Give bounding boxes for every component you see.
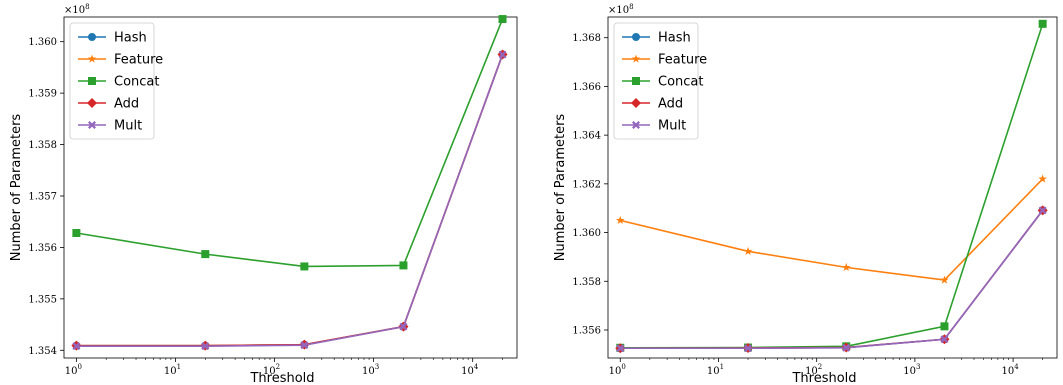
series-line-feature — [620, 178, 1044, 281]
x-tick-label: 101 — [164, 363, 181, 377]
y-tick-label: 1.368 — [572, 33, 601, 44]
y-tick-label: 1.357 — [28, 191, 57, 202]
legend-marker-concat — [632, 77, 640, 85]
legend-label-feature: Feature — [658, 53, 707, 68]
series-line-mult — [620, 209, 1044, 350]
y-tick-label: 1.356 — [28, 243, 57, 254]
y-tick-label: 1.358 — [28, 140, 57, 151]
y-tick-label: 1.366 — [572, 82, 601, 93]
legend: Hash Feature Concat Add Mult — [613, 22, 707, 140]
data-point-mult — [201, 342, 210, 351]
data-point-mult — [399, 322, 408, 331]
y-tick-label: 1.359 — [28, 89, 57, 100]
chart-panel-2: 100 101 102 103 104 1.356 1.358 1.360 1.362 1.364… — [553, 3, 1058, 385]
data-point-feature — [743, 246, 753, 255]
data-point-concat — [201, 250, 210, 259]
legend-label-mult: Mult — [114, 119, 142, 134]
plot-frame — [607, 16, 1058, 359]
legend-marker-hash — [632, 33, 640, 41]
data-point-mult — [498, 50, 507, 59]
y-axis-label: Number of Parameters — [9, 114, 24, 262]
series-line-hash — [620, 209, 1044, 350]
legend-marker-mult — [88, 121, 96, 129]
x-tick-label: 102 — [805, 363, 822, 377]
x-axis-label: Threshold — [249, 371, 314, 385]
legend-label-concat: Concat — [658, 75, 703, 90]
y-tick-label: 1.354 — [28, 346, 57, 357]
data-point-mult — [744, 344, 753, 353]
legend-marker-concat — [88, 77, 96, 85]
x-tick-label: 103 — [362, 363, 379, 377]
legend: Hash Feature Concat Add Mult — [69, 22, 163, 140]
legend-marker-add — [631, 98, 641, 108]
legend-label-hash: Hash — [114, 31, 147, 46]
data-point-mult — [940, 335, 949, 344]
data-point-feature — [940, 275, 949, 284]
legend-label-add: Add — [114, 97, 139, 112]
chart-panel-1: 100 101 102 103 104 1.354 1.355 1.356 1.357 1.358… — [9, 3, 518, 385]
data-point-concat — [300, 262, 309, 271]
y-tick-label: 1.355 — [28, 294, 57, 305]
x-tick-label: 104 — [1001, 363, 1019, 377]
x-tick-label: 101 — [707, 363, 724, 377]
data-point-concat — [940, 322, 949, 331]
legend-marker-feature — [87, 54, 97, 63]
legend-label-add: Add — [658, 97, 683, 112]
legend-marker-mult — [632, 121, 640, 129]
y-axis-label: Number of Parameters — [553, 114, 568, 262]
data-point-mult — [842, 343, 851, 352]
y-multiplier-label: ×108 — [64, 3, 90, 16]
series-line-add — [620, 209, 1044, 350]
data-point-mult — [1038, 206, 1047, 215]
data-point-mult — [72, 342, 81, 351]
y-tick-label: 1.356 — [572, 325, 601, 336]
data-point-mult — [616, 344, 625, 353]
legend-marker-hash — [88, 33, 96, 41]
data-point-mult — [300, 341, 309, 350]
data-point-feature — [1038, 174, 1047, 183]
legend-marker-feature — [631, 54, 641, 63]
x-tick-label: 104 — [461, 363, 479, 377]
y-tick-label: 1.360 — [572, 228, 601, 239]
x-tick-label: 100 — [609, 363, 626, 377]
legend-box — [69, 22, 155, 140]
legend-marker-add — [87, 98, 97, 108]
legend-box — [613, 22, 699, 140]
y-tick-label: 1.362 — [572, 179, 601, 190]
x-axis-label: Threshold — [791, 371, 856, 385]
legend-label-concat: Concat — [114, 75, 159, 90]
legend-label-hash: Hash — [658, 31, 691, 46]
plot-frame — [63, 16, 518, 359]
legend-label-feature: Feature — [114, 53, 163, 68]
data-point-feature — [841, 262, 851, 272]
data-point-concat — [498, 15, 507, 24]
y-tick-label: 1.360 — [28, 37, 57, 48]
x-tick-label: 103 — [903, 363, 920, 377]
x-tick-label: 102 — [263, 363, 280, 377]
data-point-feature — [615, 215, 625, 225]
legend-label-mult: Mult — [658, 119, 686, 134]
data-point-concat — [72, 229, 81, 238]
x-tick-label: 100 — [65, 363, 82, 377]
data-point-concat — [1038, 19, 1047, 28]
y-multiplier-label: ×108 — [608, 3, 634, 16]
data-point-concat — [399, 261, 408, 270]
y-tick-label: 1.364 — [572, 131, 601, 142]
y-tick-label: 1.358 — [572, 277, 601, 288]
